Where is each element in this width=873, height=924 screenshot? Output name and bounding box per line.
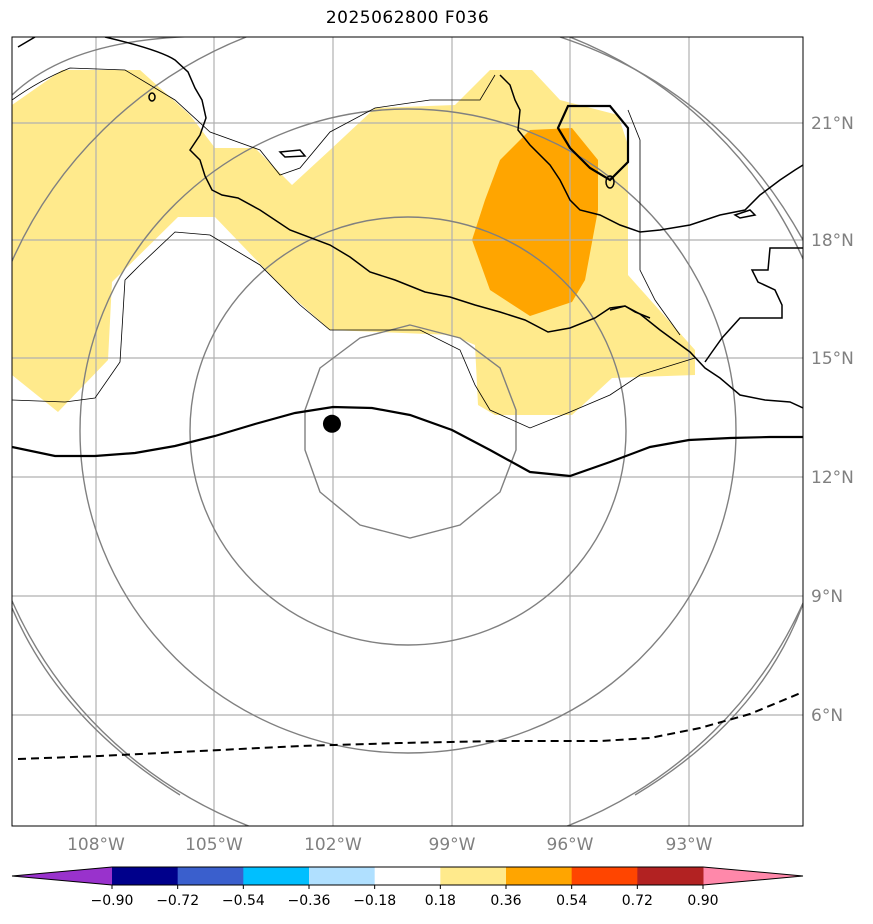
map-title: 2025062800 F036: [325, 8, 490, 28]
colorbar-tick-label: 0.90: [687, 893, 718, 909]
island-1: [148, 92, 156, 102]
colorbar-segment: [309, 867, 376, 885]
lat-label-15: 15°N: [811, 349, 854, 369]
contour-line-dashed: [17, 691, 803, 760]
shaded-field-0.18-0.36: [12, 70, 695, 415]
colorbar-tick-label: 0.72: [622, 893, 653, 909]
lon-labels: 108°W 105°W 102°W 99°W 96°W 93°W: [67, 835, 713, 855]
colorbar-tick-label: 0.36: [490, 893, 521, 909]
fine-boundary-west: [12, 67, 496, 176]
colorbar-segment: [243, 867, 310, 885]
colorbar-tick-label: −0.36: [288, 893, 331, 909]
colorbar-extend-low: [12, 867, 112, 885]
lon-label-93: 93°W: [666, 835, 713, 855]
lat-label-18: 18°N: [811, 231, 854, 251]
lat-label-21: 21°N: [811, 114, 854, 134]
coastlines: [12, 37, 803, 429]
coastline-pacific: [17, 37, 803, 409]
lon-label-96: 96°W: [547, 835, 594, 855]
island-2: [278, 149, 307, 158]
range-ring-3: [79, 108, 737, 754]
colorbar-tick-label: −0.18: [353, 893, 396, 909]
colorbar-segment: [571, 867, 638, 885]
lon-label-102: 102°W: [304, 835, 362, 855]
colorbar: −0.90 −0.72 −0.54 −0.36 −0.18 0.18 0.36 0.54 0.7…: [11, 866, 804, 909]
colorbar-segment: [112, 867, 179, 885]
colorbar-segment: [440, 867, 507, 885]
colorbar-tick-label: 0.54: [556, 893, 587, 909]
colorbar-segment: [506, 867, 573, 885]
lat-label-6: 6°N: [811, 706, 843, 726]
colorbar-tick-label: −0.54: [222, 893, 265, 909]
bold-contours: [12, 104, 803, 760]
colorbar-tick-label: −0.90: [91, 893, 134, 909]
map-frame: [11, 36, 804, 827]
colorbar-extend-high: [703, 867, 803, 885]
island-5: [609, 305, 651, 319]
colorbar-segment: [177, 867, 244, 885]
island-4: [733, 209, 757, 219]
contour-line-solid: [12, 405, 803, 478]
shaded-field-0.36-0.54: [472, 128, 598, 316]
range-ring-1: [304, 324, 517, 539]
colorbar-segment: [374, 867, 441, 885]
field-band-0.18-0.36-west: [12, 70, 695, 415]
lat-label-9: 9°N: [811, 587, 843, 607]
coastline-gulf: [499, 74, 803, 233]
lat-label-12: 12°N: [811, 468, 854, 488]
coastline-yucatan: [704, 247, 803, 363]
island-3: [605, 175, 615, 189]
colorbar-tick-label: 0.18: [425, 893, 456, 909]
range-rings: [12, 37, 803, 826]
lon-label-108: 108°W: [67, 835, 125, 855]
colorbar-segment: [637, 867, 704, 885]
range-ring-2: [189, 216, 627, 646]
lon-label-99: 99°W: [429, 835, 476, 855]
fine-boundary-east: [627, 109, 681, 336]
lon-label-105: 105°W: [185, 835, 243, 855]
colorbar-tick-label: −0.72: [156, 893, 199, 909]
storm-center-marker: [322, 414, 341, 433]
range-ring-5: [12, 37, 803, 796]
closed-contour-north: [556, 104, 630, 182]
lat-labels: 21°N 18°N 15°N 12°N 9°N 6°N: [811, 114, 854, 726]
field-band-0.36-0.54-core: [472, 128, 598, 316]
fine-boundary-inland: [12, 231, 696, 429]
